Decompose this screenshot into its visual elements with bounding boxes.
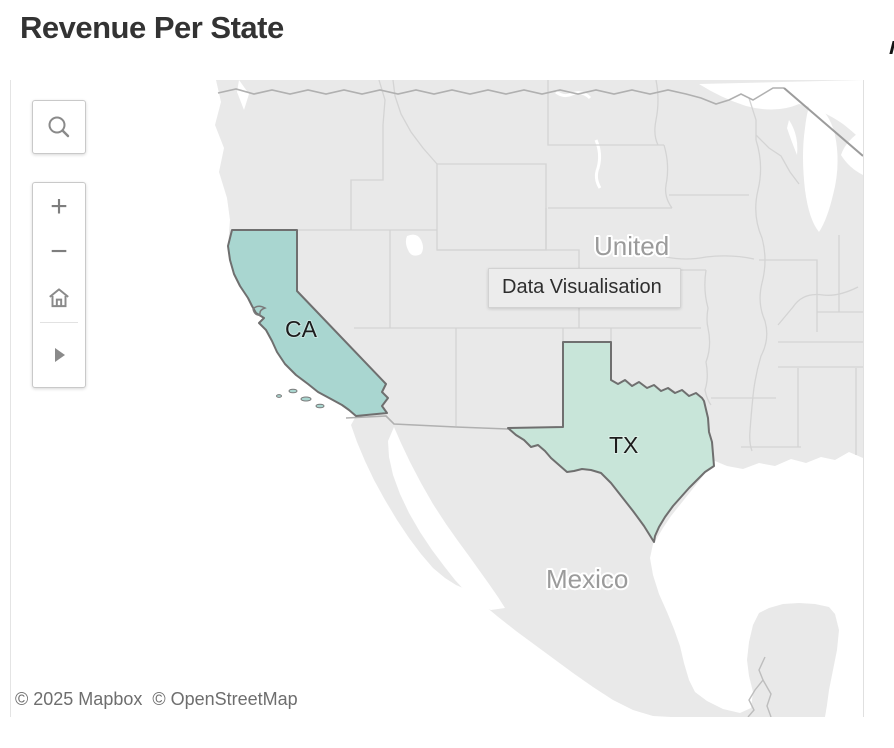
missouri-river-nd <box>555 90 592 100</box>
state-shape-texas[interactable] <box>507 341 715 543</box>
belize-border <box>762 679 772 717</box>
search-icon <box>48 116 70 138</box>
osm-attribution-link[interactable]: © OpenStreetMap <box>152 689 298 709</box>
label-united-states: United <box>594 231 669 261</box>
green-bay <box>787 120 798 155</box>
great-salt-lake <box>405 234 423 256</box>
state-shape-california[interactable] <box>227 229 389 417</box>
puget-sound <box>237 80 249 110</box>
zoom-in-button[interactable]: + <box>33 183 85 230</box>
pan-button[interactable] <box>33 323 85 387</box>
lake-superior <box>699 80 863 142</box>
plus-icon: + <box>50 189 68 223</box>
guatemala-border <box>747 656 766 717</box>
map-attribution: © 2025 Mapbox © OpenStreetMap <box>11 684 308 717</box>
map-view[interactable]: United Mexico CA TX Data Visualisation +… <box>10 80 864 717</box>
home-icon <box>49 288 69 308</box>
map-toolbar: + − <box>32 182 86 388</box>
label-tx: TX <box>609 432 638 458</box>
label-ca: CA <box>285 316 318 342</box>
canada-border-lakes <box>783 87 863 157</box>
lake-michigan <box>803 102 838 232</box>
canada-border <box>217 87 784 105</box>
play-icon <box>55 348 65 362</box>
mapbox-attribution-link[interactable]: © 2025 Mapbox <box>15 689 143 709</box>
channel-islands <box>276 388 325 409</box>
toolbar-separator <box>40 322 78 323</box>
gulf-of-california <box>388 427 505 610</box>
tooltip: Data Visualisation <box>488 268 681 308</box>
country-borders <box>217 87 863 717</box>
gulf-of-mexico <box>650 452 863 717</box>
mexico-border <box>345 415 509 430</box>
minus-icon: − <box>50 235 68 268</box>
san-francisco-bay <box>252 305 267 316</box>
page-title: Revenue Per State <box>20 10 284 45</box>
lake-huron-lobe <box>841 130 863 175</box>
basemap: United Mexico CA TX <box>11 80 863 717</box>
missouri-river-sd <box>594 139 602 189</box>
clipped-toolbar-glyph <box>889 41 894 54</box>
zoom-out-button[interactable]: − <box>33 230 85 274</box>
label-mexico: Mexico <box>546 564 628 594</box>
search-button[interactable] <box>32 100 86 154</box>
home-button[interactable] <box>33 274 85 322</box>
